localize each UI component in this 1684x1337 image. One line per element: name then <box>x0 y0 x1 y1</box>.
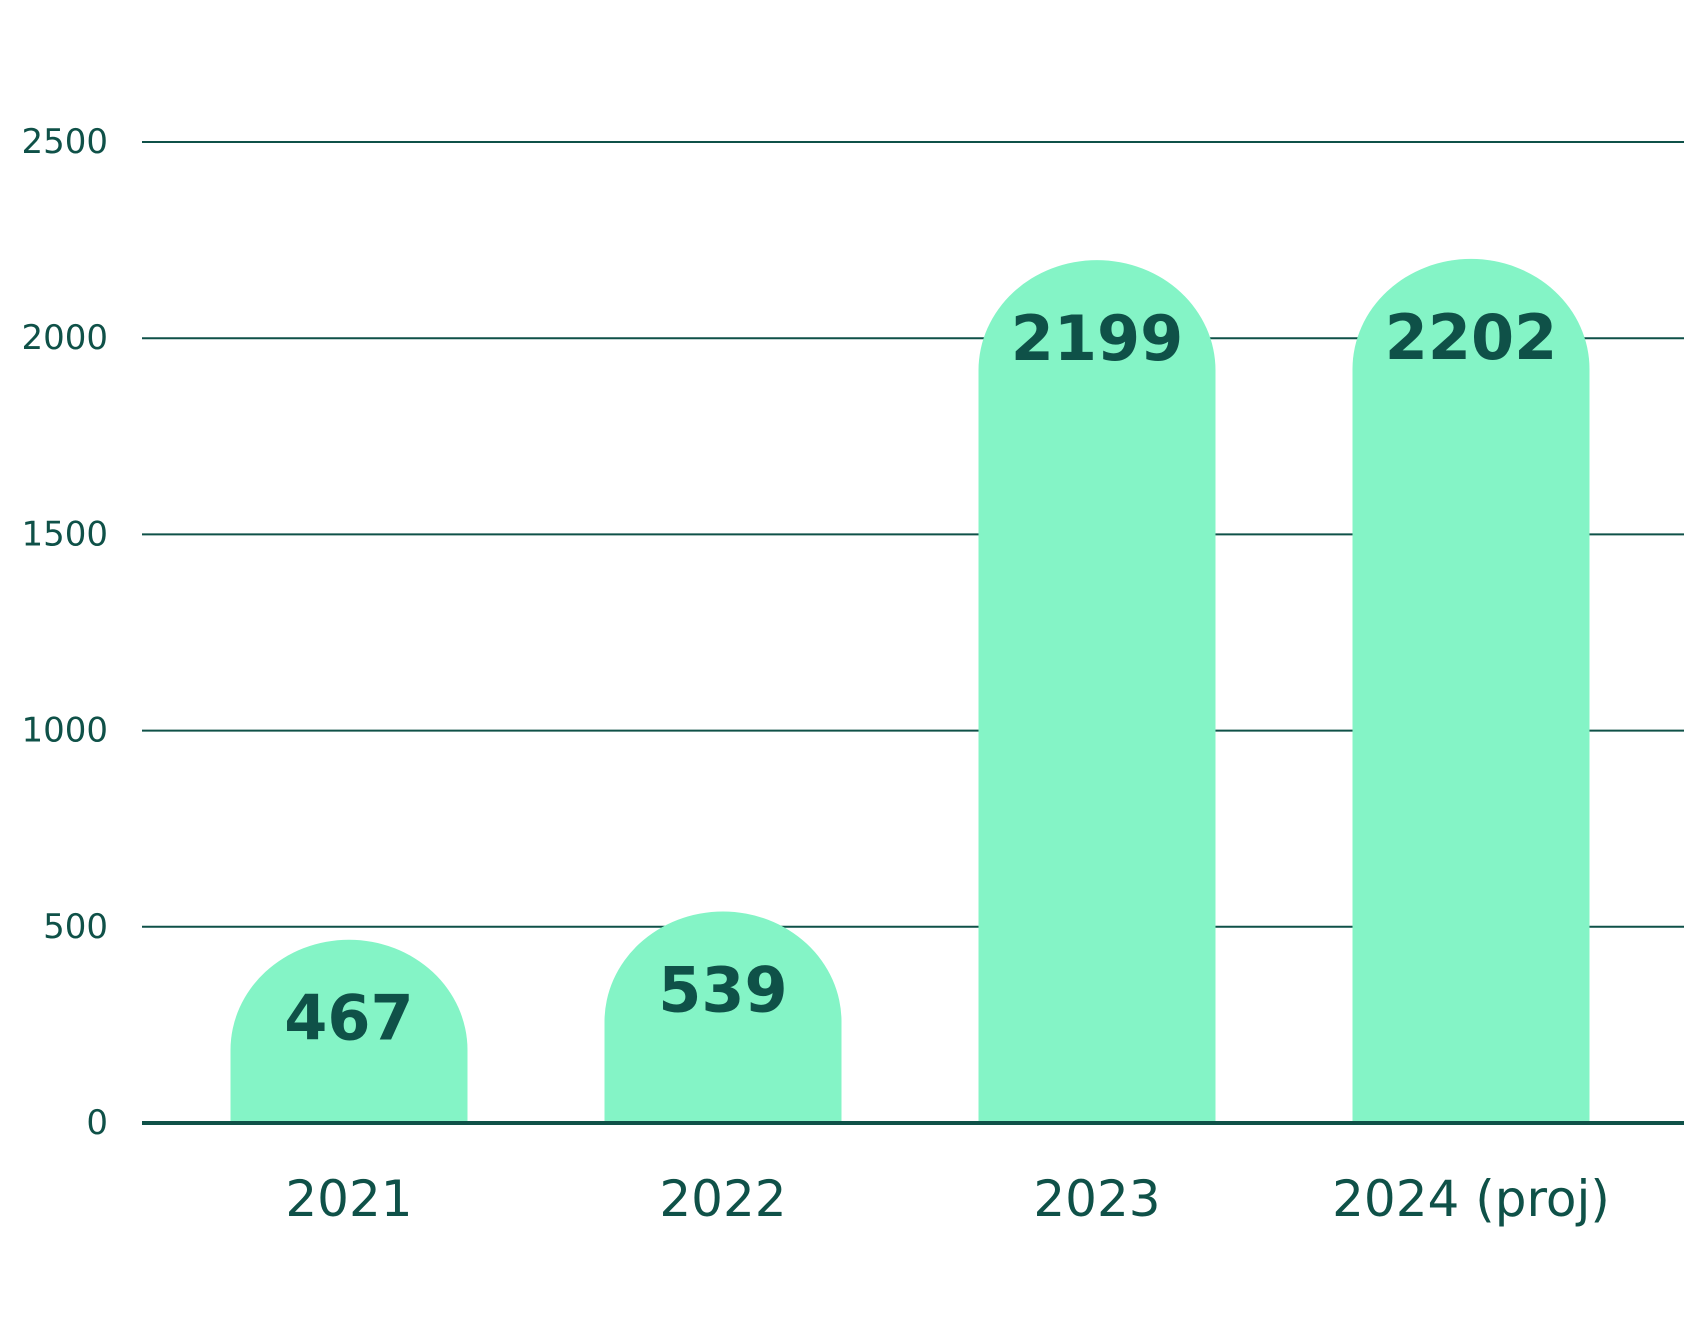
data-labels: 467 539 2199 2202 <box>284 301 1557 1055</box>
x-axis-ticks: 2021 2022 2023 2024 (proj) <box>285 1170 1610 1228</box>
y-tick-label: 0 <box>86 1103 108 1143</box>
y-axis-ticks: 0 500 1000 1500 2000 2500 <box>21 122 108 1143</box>
y-tick-label: 1500 <box>21 514 108 554</box>
bar-2023 <box>978 260 1216 1123</box>
data-label: 467 <box>284 982 413 1055</box>
y-tick-label: 2000 <box>21 318 108 358</box>
bar-2022 <box>604 911 842 1123</box>
bar-2021 <box>230 939 468 1123</box>
x-tick-label: 2021 <box>285 1170 412 1228</box>
y-tick-label: 1000 <box>21 711 108 751</box>
data-label: 539 <box>658 953 787 1026</box>
y-tick-label: 2500 <box>21 122 108 162</box>
bar-2024-proj- <box>1352 258 1590 1123</box>
data-label: 2202 <box>1385 301 1558 374</box>
x-tick-label: 2022 <box>659 1170 786 1228</box>
x-tick-label: 2024 (proj) <box>1332 1170 1610 1228</box>
bars <box>230 258 1590 1123</box>
y-tick-label: 500 <box>43 907 108 947</box>
data-label: 2199 <box>1011 302 1184 375</box>
x-tick-label: 2023 <box>1033 1170 1160 1228</box>
